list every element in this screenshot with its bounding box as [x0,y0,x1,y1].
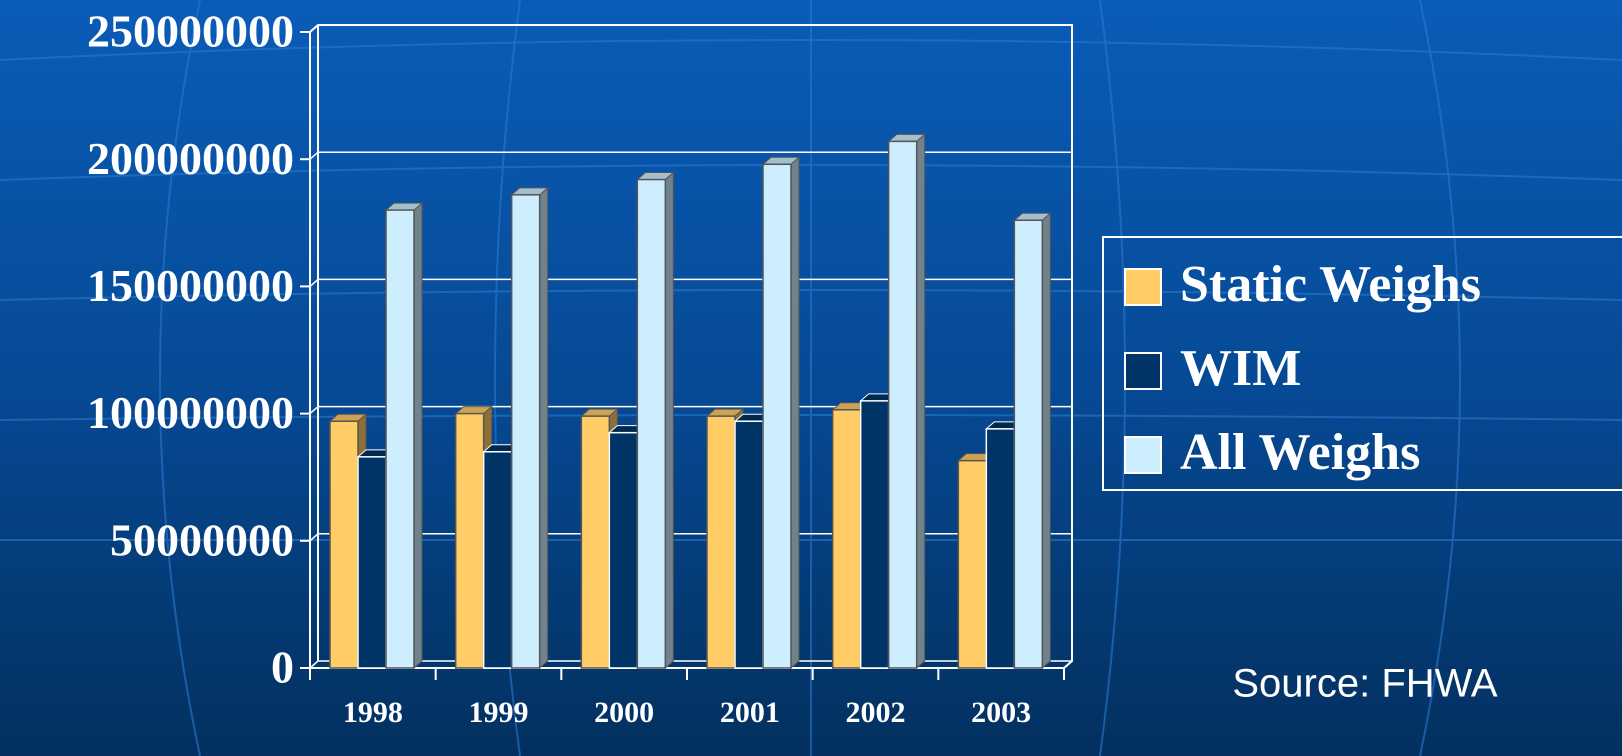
bar [1013,219,1044,669]
bar [831,409,862,669]
y-tick-label: 250000000 [87,6,294,57]
legend-swatch [1124,352,1162,390]
legend-box [1102,236,1622,491]
bar [706,415,736,669]
bar-side [539,186,549,670]
source: Source: FHWA [1232,662,1498,706]
x-tick-label: 2002 [846,696,906,729]
legend-label: Static Weighs [1180,256,1481,313]
x-tick-label: 2001 [720,696,780,729]
bar [454,412,485,669]
grid-line [309,405,1072,415]
bar [510,194,541,669]
bar [357,456,387,669]
x-tick-label: 1998 [343,696,403,729]
bar [385,209,415,669]
grid-line [309,24,1072,33]
y-tick-label: 100000000 [87,387,294,438]
x-tick-label: 2003 [971,696,1031,729]
grid-line [309,660,1072,669]
legend-label: All Weighs [1180,424,1420,481]
bar [859,400,890,669]
x-tick-label: 1999 [469,696,529,729]
grid-line [309,151,1072,160]
bar [734,420,764,669]
legend-swatch [1124,436,1162,474]
legend-label: WIM [1180,340,1301,397]
bar [608,431,639,669]
bar [887,140,918,669]
bar-side [664,171,674,670]
bar [762,163,792,669]
bar [482,451,513,669]
bar-side [1041,212,1051,670]
bar [957,459,988,669]
y-tick-label: 150000000 [87,260,294,311]
grid-line [309,533,1072,542]
y-tick-label: 50000000 [110,514,294,565]
bar [985,428,1016,669]
y-tick-label: 200000000 [87,133,294,184]
x-tick-label: 2000 [594,696,654,729]
grid-line [309,278,1072,287]
bar-side [916,133,926,670]
y-tick-label: 0 [271,642,294,693]
bar [580,415,611,669]
bar-side [413,201,423,670]
bar [636,178,667,669]
legend-swatch [1124,268,1162,306]
bar [329,420,359,669]
bar-side [790,156,800,670]
